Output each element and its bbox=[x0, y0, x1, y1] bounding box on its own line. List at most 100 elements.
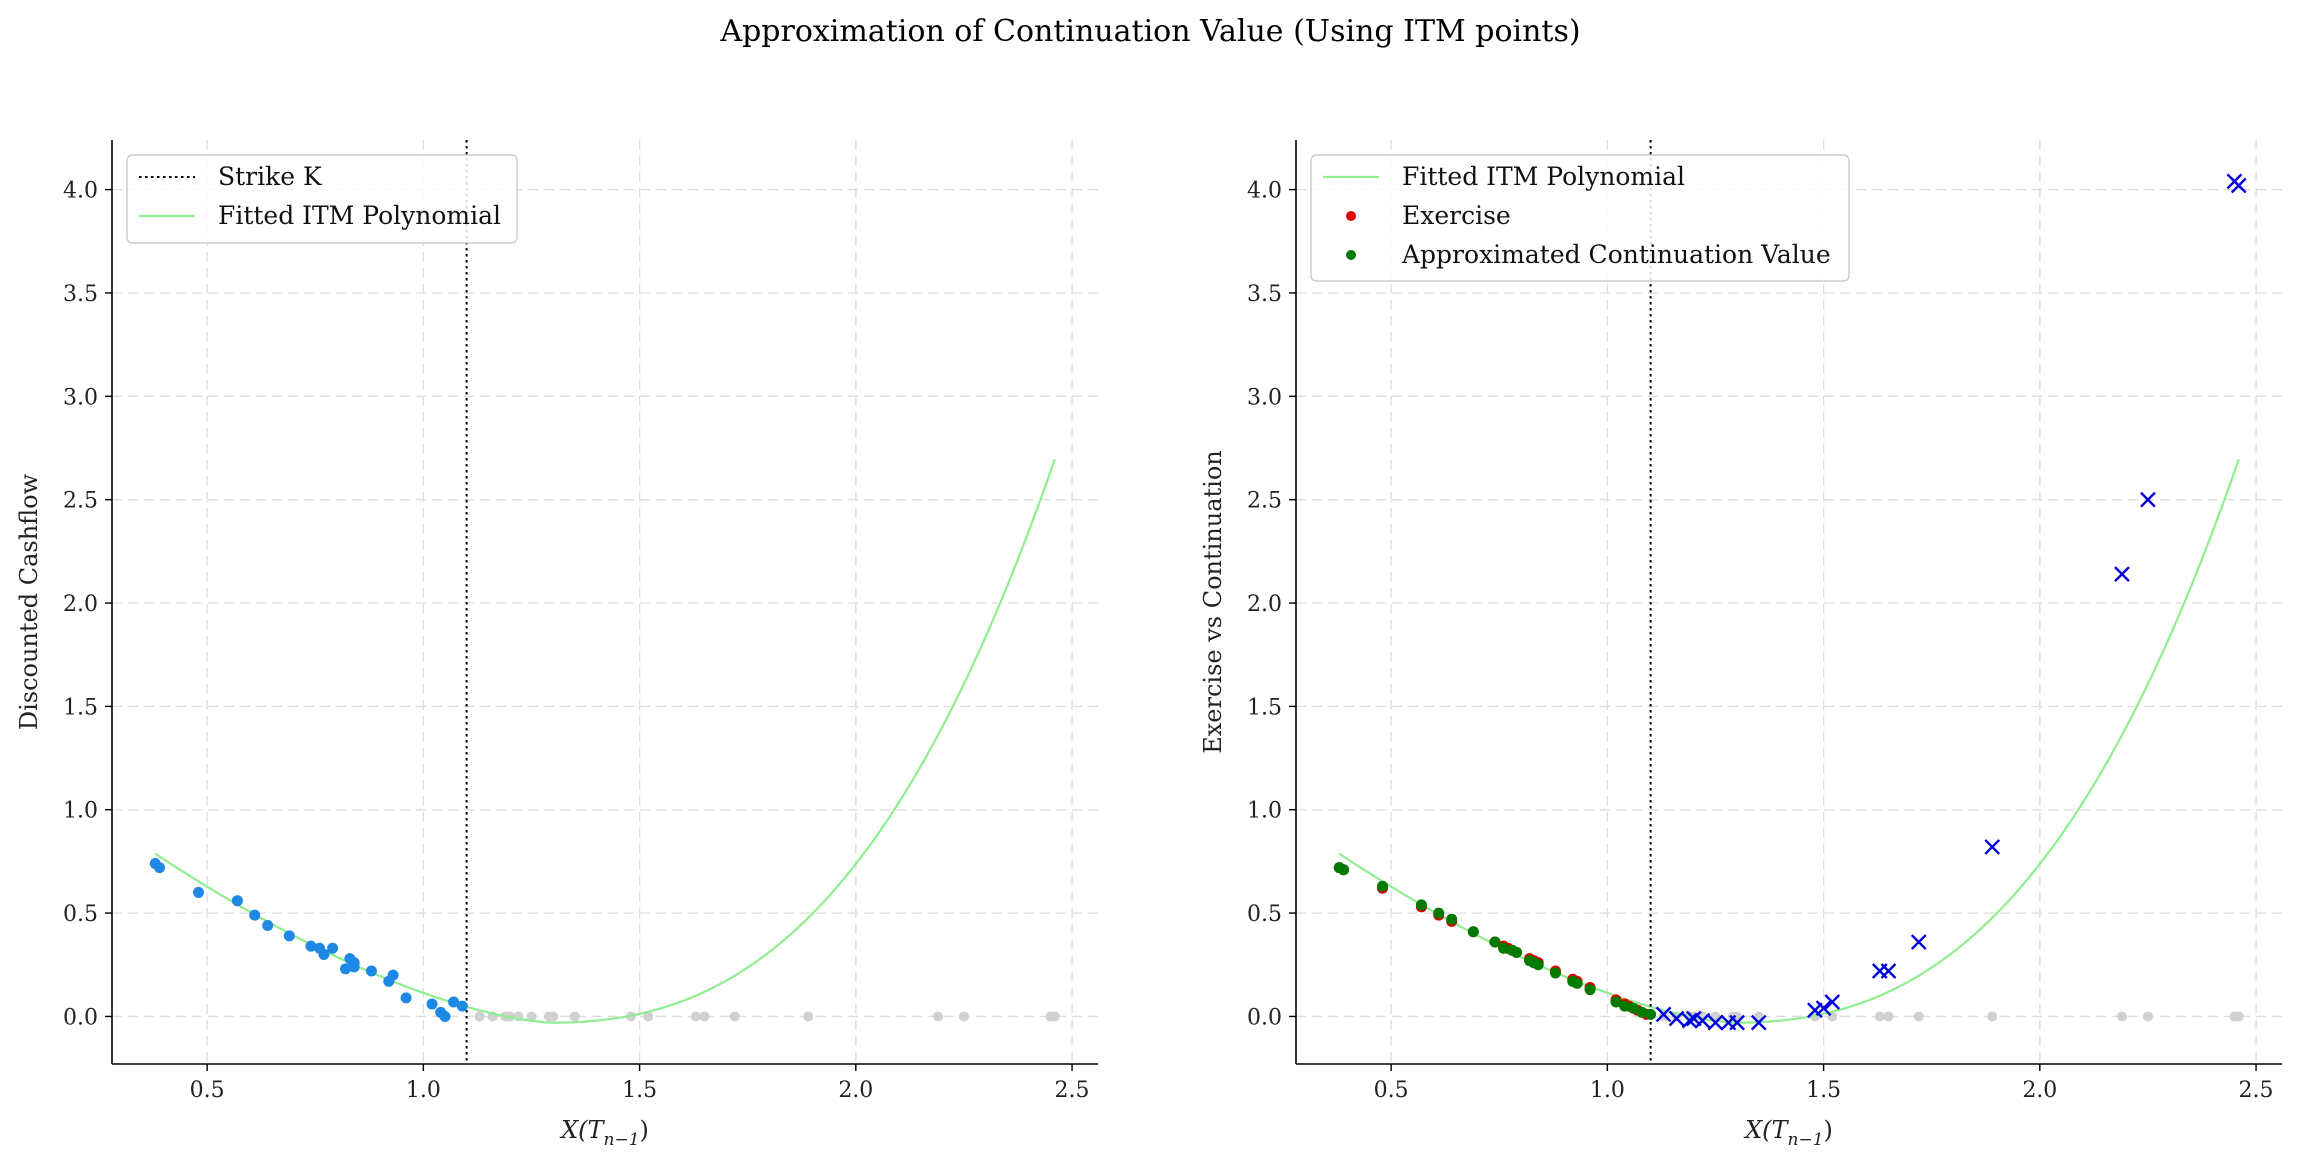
continuation-point bbox=[1446, 913, 1458, 925]
legend: Fitted ITM Polynomial Exercise Approximate… bbox=[1310, 154, 1850, 282]
itm-point bbox=[249, 909, 261, 921]
x-tick-label: 2.5 bbox=[1055, 1078, 1090, 1103]
itm-point bbox=[400, 992, 412, 1004]
y-tick-label: 2.0 bbox=[63, 592, 98, 617]
legend-entry: Fitted ITM Polynomial bbox=[139, 201, 501, 230]
continuation-point bbox=[1415, 899, 1427, 911]
itm-point bbox=[305, 940, 317, 952]
y-tick-label: 1.5 bbox=[63, 695, 98, 720]
continuation-point bbox=[1467, 926, 1479, 938]
y-tick-label: 3.0 bbox=[1247, 385, 1282, 410]
otm-point bbox=[526, 1011, 537, 1022]
cross-points bbox=[1655, 173, 2247, 1031]
otm-point bbox=[474, 1011, 485, 1022]
continuation-points bbox=[1333, 862, 1657, 1020]
itm-point bbox=[262, 920, 274, 932]
legend-entry: Approximated Continuation Value bbox=[1346, 240, 1831, 269]
legend-entry: Strike K bbox=[139, 162, 323, 191]
itm-point bbox=[448, 996, 460, 1008]
otm-point bbox=[803, 1011, 814, 1022]
cross-point bbox=[1750, 1014, 1767, 1031]
y-tick-label: 3.5 bbox=[63, 282, 98, 307]
continuation-point bbox=[1584, 984, 1596, 996]
y-axis-label: Discounted Cashflow bbox=[15, 473, 43, 730]
itm-point bbox=[348, 961, 360, 973]
x-tick-label: 2.0 bbox=[838, 1078, 873, 1103]
otm-point bbox=[569, 1011, 580, 1022]
legend-label: Exercise bbox=[1402, 201, 1511, 230]
legend-swatch-exercise bbox=[1346, 211, 1356, 221]
continuation-point bbox=[1376, 880, 1388, 892]
x-axis-label-sub: n−1 bbox=[604, 1130, 640, 1150]
otm-point bbox=[2142, 1011, 2153, 1022]
otm-point bbox=[1883, 1011, 1894, 1022]
continuation-point bbox=[1619, 1000, 1631, 1012]
continuation-point bbox=[1571, 977, 1583, 989]
continuation-point bbox=[1636, 1006, 1648, 1018]
otm-point bbox=[548, 1011, 559, 1022]
y-tick-label: 0.5 bbox=[1247, 902, 1282, 927]
cross-point bbox=[1729, 1014, 1745, 1031]
itm-point bbox=[439, 1010, 451, 1022]
cross-point bbox=[1984, 839, 2001, 855]
continuation-point bbox=[1532, 959, 1544, 971]
otm-point bbox=[1987, 1011, 1998, 1022]
cross-point bbox=[1910, 934, 1927, 950]
cross-point bbox=[1707, 1014, 1724, 1031]
otm-point bbox=[932, 1011, 943, 1022]
y-tick-label: 0.0 bbox=[63, 1005, 98, 1030]
legend-label: Approximated Continuation Value bbox=[1401, 240, 1831, 269]
x-axis-label-close: ) bbox=[640, 1116, 649, 1144]
continuation-point bbox=[1498, 942, 1510, 954]
x-tick-label: 0.5 bbox=[1374, 1078, 1409, 1103]
cross-point bbox=[1668, 1010, 1685, 1027]
itm-point bbox=[387, 969, 399, 981]
itm-point bbox=[426, 998, 438, 1010]
otm-point bbox=[729, 1011, 740, 1022]
itm-point bbox=[231, 895, 243, 907]
otm-point bbox=[690, 1011, 701, 1022]
y-tick-label: 1.5 bbox=[1247, 695, 1282, 720]
x-axis-label-main: X(T bbox=[559, 1116, 605, 1144]
legend-label: Fitted ITM Polynomial bbox=[218, 201, 501, 230]
continuation-point bbox=[1549, 967, 1561, 979]
itm-point bbox=[456, 1000, 468, 1012]
cross-point bbox=[1824, 994, 1841, 1010]
otm-point bbox=[1049, 1011, 1060, 1022]
itm-point bbox=[327, 942, 339, 954]
legend-frame bbox=[126, 154, 518, 244]
otm-point bbox=[699, 1011, 710, 1022]
x-tick-label: 1.5 bbox=[622, 1078, 657, 1103]
cross-point bbox=[1681, 1012, 1698, 1029]
x-tick-label: 1.0 bbox=[406, 1078, 441, 1103]
x-axis-label: X(Tn−1) bbox=[559, 1116, 649, 1150]
fitted-itm-polynomial-line bbox=[154, 458, 1056, 1024]
left-chart-panel: 0.5 1.0 1.5 2.0 2.5 0.0 0.5 1.0 1.5 2.0 2.5 3.0 3.5 4… bbox=[15, 140, 1098, 1150]
x-tick-label: 0.5 bbox=[190, 1078, 225, 1103]
otm-point bbox=[643, 1011, 654, 1022]
y-axis-label: Exercise vs Continuation bbox=[1199, 450, 1227, 754]
x-axis-label: X(Tn−1) bbox=[1743, 1116, 1833, 1150]
continuation-point bbox=[1511, 946, 1523, 958]
continuation-point bbox=[1338, 864, 1350, 876]
itm-point bbox=[318, 948, 330, 960]
cross-point bbox=[2114, 566, 2130, 582]
itm-point bbox=[192, 886, 204, 898]
continuation-point bbox=[1489, 936, 1501, 948]
continuation-point bbox=[1627, 1002, 1639, 1014]
y-tick-label: 3.5 bbox=[1247, 282, 1282, 307]
continuation-point bbox=[1610, 996, 1622, 1008]
grid bbox=[112, 140, 1098, 1064]
otm-point bbox=[958, 1011, 969, 1022]
x-tick-label: 2.0 bbox=[2022, 1078, 2057, 1103]
cross-point bbox=[1815, 1000, 1832, 1017]
legend-label: Strike K bbox=[218, 162, 323, 191]
otm-point bbox=[1658, 1011, 1669, 1022]
cross-point bbox=[1694, 1012, 1711, 1029]
x-tick-label: 1.5 bbox=[1806, 1078, 1841, 1103]
y-tick-label: 4.0 bbox=[1247, 179, 1282, 204]
legend-swatch-continuation bbox=[1346, 250, 1356, 260]
x-axis-label-close: ) bbox=[1824, 1116, 1833, 1144]
